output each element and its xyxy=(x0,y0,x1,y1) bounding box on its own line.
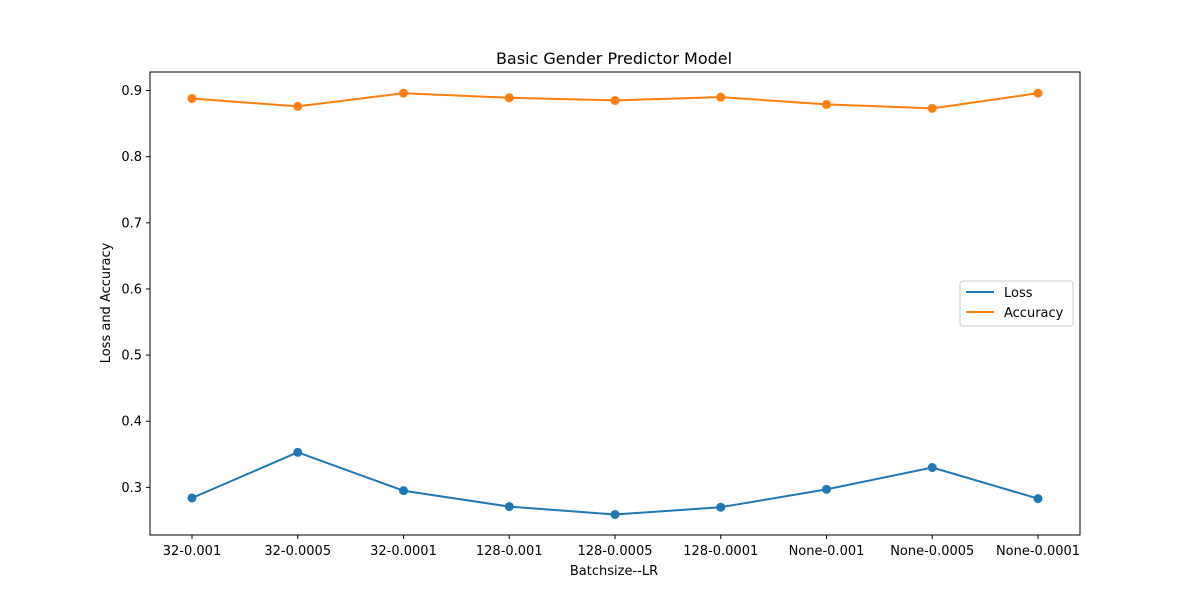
data-point-loss xyxy=(716,502,726,512)
y-tick-label: 0.5 xyxy=(121,349,142,364)
x-tick-label: None-0.0001 xyxy=(996,544,1080,559)
y-axis: 0.3 0.4 0.5 0.6 0.7 0.8 0.9 xyxy=(121,84,150,496)
y-tick-label: 0.3 xyxy=(121,481,142,496)
data-point-accuracy xyxy=(822,99,831,109)
x-tick-label: None-0.0005 xyxy=(890,544,974,559)
legend: Loss Accuracy xyxy=(959,280,1074,327)
y-tick-label: 0.7 xyxy=(121,216,142,231)
data-point-loss xyxy=(610,509,620,519)
x-tick-label: 32-0.001 xyxy=(163,544,221,559)
x-tick-label: 128-0.0005 xyxy=(578,544,653,559)
x-axis-label: Batchsize--LR xyxy=(570,564,658,579)
y-tick-label: 0.8 xyxy=(121,150,142,165)
data-point-accuracy xyxy=(504,93,514,103)
x-tick-label: 128-0.001 xyxy=(476,544,543,559)
data-point-accuracy xyxy=(187,93,197,103)
y-axis-label: Loss and Accuracy xyxy=(99,242,114,363)
data-point-loss xyxy=(187,493,197,503)
x-tick-label: None-0.001 xyxy=(789,544,865,559)
y-tick-label: 0.9 xyxy=(121,84,142,99)
data-point-accuracy xyxy=(716,92,726,102)
y-tick-label: 0.4 xyxy=(121,415,142,430)
x-tick-label: 32-0.0001 xyxy=(370,544,437,559)
x-axis: 32-0.001 32-0.0005 32-0.0001 128-0.001 128-0… xyxy=(163,535,1080,559)
data-point-accuracy xyxy=(1033,88,1043,98)
data-point-loss xyxy=(293,447,303,457)
x-tick-label: 32-0.0005 xyxy=(264,544,331,559)
data-point-accuracy xyxy=(927,103,937,113)
data-point-accuracy xyxy=(399,88,408,98)
data-point-loss xyxy=(822,484,831,494)
data-point-loss xyxy=(399,486,408,496)
data-point-loss xyxy=(1033,494,1043,504)
data-point-loss xyxy=(927,463,937,473)
data-point-loss xyxy=(504,502,514,512)
series-layer xyxy=(187,88,1043,519)
x-tick-label: 128-0.0001 xyxy=(683,544,758,559)
legend-label-accuracy: Accuracy xyxy=(1004,306,1064,321)
chart-title: Basic Gender Predictor Model xyxy=(496,49,732,68)
data-point-accuracy xyxy=(293,101,303,111)
legend-label-loss: Loss xyxy=(1004,286,1033,301)
y-tick-label: 0.6 xyxy=(121,282,142,297)
data-point-accuracy xyxy=(610,95,620,105)
